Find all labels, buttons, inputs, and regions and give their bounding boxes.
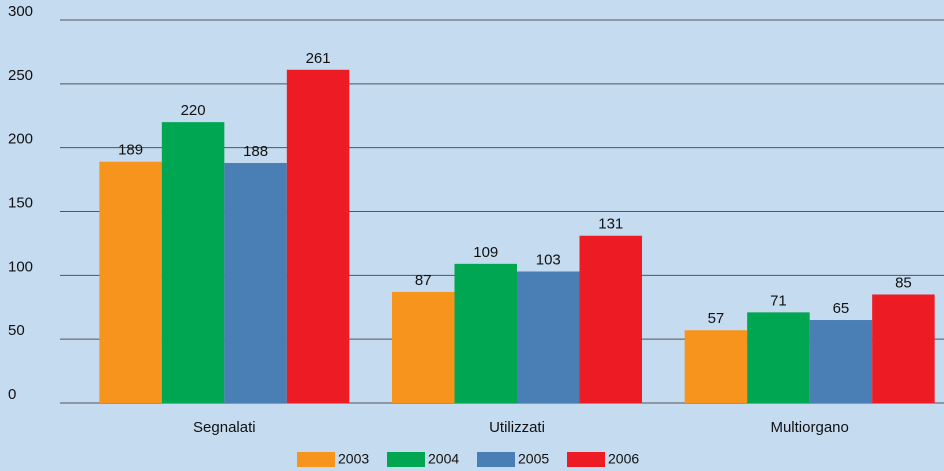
bar [579,235,642,403]
bar [684,330,748,403]
bar [392,291,455,403]
data-label: 71 [770,292,787,309]
legend-label: 2006 [608,451,639,467]
data-label: 220 [181,102,206,119]
bar [517,271,580,403]
data-label: 57 [708,310,725,327]
data-label: 87 [415,272,432,289]
y-tick-label: 50 [8,322,25,339]
bar [99,161,162,403]
legend-swatch [567,452,605,467]
x-tick-label: Multiorgano [770,419,848,436]
legend-swatch [477,452,515,467]
data-label: 109 [473,244,498,261]
x-tick-label: Utilizzati [489,419,545,436]
legend-label: 2003 [338,451,369,467]
data-label: 85 [895,274,912,291]
legend-swatch [297,452,335,467]
x-tick-label: Segnalati [193,419,256,436]
bar [872,294,935,403]
data-label: 189 [118,142,143,159]
legend-swatch [387,452,425,467]
bar [809,320,873,403]
y-tick-label: 150 [8,194,33,211]
data-label: 103 [536,251,561,268]
data-label: 188 [243,143,268,160]
y-tick-label: 250 [8,67,33,84]
legend-label: 2004 [428,451,459,467]
y-tick-label: 200 [8,131,33,148]
bar [286,69,350,403]
data-label: 261 [306,50,331,67]
y-tick-label: 0 [8,386,16,403]
y-tick-label: 100 [8,258,33,275]
y-tick-label: 300 [8,3,33,20]
bar [224,162,287,403]
bar [454,263,517,403]
bar [161,122,225,403]
data-label: 65 [833,300,850,317]
legend-label: 2005 [518,451,549,467]
bar [747,312,810,403]
data-label: 131 [598,216,623,233]
